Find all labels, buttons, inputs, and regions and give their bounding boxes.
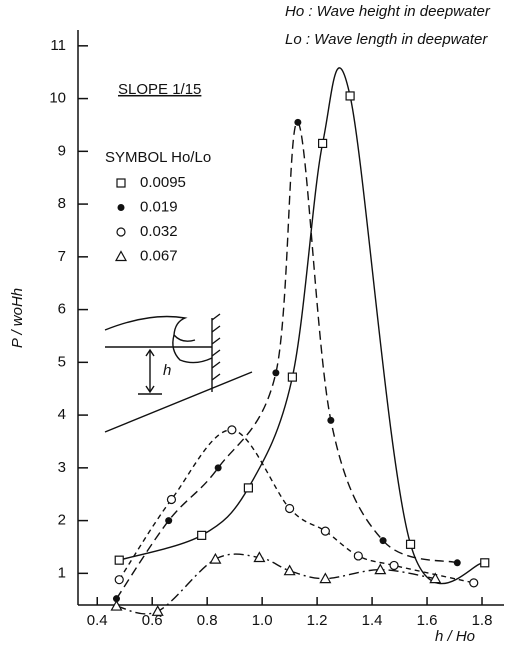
marker bbox=[283, 564, 296, 576]
y-tick-label: 3 bbox=[58, 459, 66, 476]
marker bbox=[243, 483, 253, 493]
marker bbox=[318, 138, 328, 149]
marker bbox=[405, 539, 416, 549]
marker bbox=[110, 599, 123, 611]
marker bbox=[114, 575, 124, 585]
marker bbox=[112, 595, 120, 603]
legend-marker bbox=[114, 250, 128, 262]
y-tick-label: 1 bbox=[58, 564, 66, 581]
y-tick-label: 6 bbox=[58, 301, 66, 318]
marker bbox=[272, 369, 280, 377]
x-axis-label: h / Ho bbox=[435, 628, 475, 645]
marker bbox=[379, 537, 387, 545]
curve bbox=[119, 67, 485, 585]
y-tick-label: 10 bbox=[49, 90, 66, 107]
x-tick-label: 0.6 bbox=[142, 612, 163, 629]
curve bbox=[118, 429, 474, 584]
marker bbox=[320, 526, 330, 536]
legend-title: SYMBOL Ho/Lo bbox=[105, 149, 211, 166]
marker bbox=[319, 572, 332, 584]
marker bbox=[166, 494, 177, 505]
marker bbox=[374, 563, 387, 575]
y-tick-label: 9 bbox=[58, 142, 66, 159]
marker bbox=[389, 560, 399, 571]
inset-diagram bbox=[104, 313, 253, 433]
legend-label: 0.019 bbox=[140, 198, 178, 215]
marker bbox=[253, 551, 266, 563]
marker bbox=[353, 551, 363, 561]
x-tick-label: 0.8 bbox=[197, 612, 218, 629]
marker bbox=[227, 425, 237, 435]
legend-marker bbox=[116, 178, 126, 188]
x-tick-label: 1.2 bbox=[307, 612, 328, 629]
y-tick-label: 7 bbox=[58, 248, 66, 265]
curve bbox=[116, 553, 436, 615]
legend-label: 0.067 bbox=[140, 247, 178, 264]
curve bbox=[115, 121, 458, 600]
y-tick-label: 11 bbox=[50, 37, 66, 54]
marker bbox=[469, 578, 479, 588]
marker bbox=[287, 372, 297, 382]
marker bbox=[165, 517, 173, 525]
inset-label: h bbox=[163, 362, 171, 379]
marker bbox=[285, 503, 295, 514]
marker bbox=[197, 530, 207, 540]
note: Lo : Wave length in deepwater bbox=[285, 31, 488, 48]
legend-marker bbox=[117, 204, 125, 211]
y-tick-label: 2 bbox=[58, 512, 66, 529]
legend-marker bbox=[116, 227, 126, 237]
x-tick-label: 1.8 bbox=[472, 612, 493, 629]
marker bbox=[114, 555, 124, 565]
y-axis-label: P / woHh bbox=[9, 288, 26, 348]
marker bbox=[429, 572, 442, 584]
marker bbox=[480, 558, 490, 568]
y-tick-label: 4 bbox=[58, 406, 66, 423]
marker bbox=[294, 118, 302, 126]
marker bbox=[151, 605, 164, 616]
marker bbox=[214, 464, 222, 472]
x-tick-label: 1.4 bbox=[362, 612, 383, 629]
marker bbox=[345, 91, 355, 101]
marker bbox=[209, 552, 222, 564]
marker bbox=[453, 559, 461, 567]
x-tick-label: 1.0 bbox=[252, 612, 273, 629]
legend-label: 0.0095 bbox=[140, 174, 186, 191]
x-tick-label: 0.4 bbox=[87, 612, 108, 629]
y-tick-label: 8 bbox=[58, 195, 66, 212]
y-tick-label: 5 bbox=[58, 353, 66, 370]
marker bbox=[327, 416, 335, 424]
annotation: SLOPE 1/15 bbox=[118, 81, 201, 98]
x-tick-label: 1.6 bbox=[417, 612, 438, 629]
note: Ho : Wave height in deepwater bbox=[285, 3, 491, 20]
legend-label: 0.032 bbox=[140, 223, 178, 240]
